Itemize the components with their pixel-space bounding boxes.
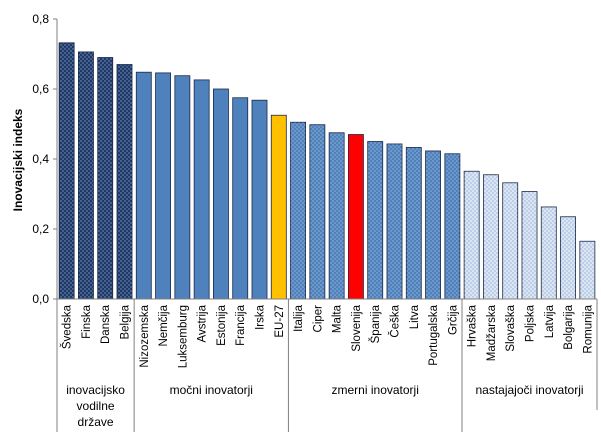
bar-luksemburg <box>174 75 191 300</box>
bar-romunija <box>579 240 596 300</box>
bar-latvija <box>540 206 557 300</box>
x-tick-label: Nemčija <box>158 304 170 346</box>
x-tick-label: Finska <box>81 304 93 338</box>
y-tick-label: 0,8 <box>32 12 49 26</box>
bar-eu-27 <box>270 114 287 300</box>
y-axis-label: Inovacijski indeks <box>11 108 25 211</box>
axes <box>56 19 597 300</box>
bar-finska <box>78 51 94 300</box>
x-tick-label: Slovaška <box>505 304 517 351</box>
bar-španija <box>367 141 384 300</box>
group-label: močni inovatorji <box>170 383 253 397</box>
x-tick-label: Bolgarija <box>563 304 575 349</box>
x-tick-label: Nizozemska <box>139 304 151 367</box>
x-tick-label: Francija <box>235 304 247 346</box>
x-tick-label: Belgija <box>120 304 132 339</box>
bar-italija <box>290 121 306 300</box>
x-tick-label: Luksemburg <box>177 305 189 368</box>
x-tick-label: Švedska <box>61 304 74 349</box>
bar-francija <box>232 97 249 300</box>
bar-madžarska <box>483 174 499 300</box>
bar-irska <box>251 99 268 300</box>
bar-grčija <box>444 153 461 300</box>
y-axis: 0,0 0,2 0,4 0,6 0,8 <box>32 12 57 306</box>
group-labels: inovacijsko vodilne države močni inovatorji… <box>56 299 598 432</box>
x-tick-label: Portugalska <box>428 304 440 365</box>
bar-poljska <box>521 191 538 300</box>
x-tick-label: Avstrija <box>197 304 209 342</box>
bar-slovenija <box>348 134 364 300</box>
x-tick-label: Latvija <box>544 304 556 338</box>
group-label: vodilne <box>77 399 115 413</box>
group-label: nastajajoči inovatorji <box>475 383 583 397</box>
bar-belgija <box>116 64 133 300</box>
x-axis-labels: Švedska Finska Danska Belgija Nizozemska Nemč… <box>61 304 595 368</box>
bar-švedska <box>58 42 75 300</box>
x-tick-label: Danska <box>100 304 112 344</box>
bar-ciper <box>309 124 326 300</box>
bar-danska <box>97 57 114 300</box>
x-tick-label: Madžarska <box>486 304 498 361</box>
bar-slovaška <box>502 182 519 300</box>
x-tick-label: Slovenija <box>351 304 363 351</box>
y-tick-label: 0,0 <box>32 292 49 306</box>
bar-estonija <box>213 88 229 300</box>
bar-avstrija <box>193 79 210 300</box>
x-tick-label: EU-27 <box>274 305 286 338</box>
x-tick-label: Ciper <box>312 305 324 333</box>
group-label: države <box>78 415 114 429</box>
x-tick-label: Španija <box>369 304 382 343</box>
x-tick-label: Poljska <box>525 304 537 342</box>
group-label: inovacijsko <box>66 383 125 397</box>
bar-malta <box>328 132 345 300</box>
y-tick-label: 0,2 <box>32 222 49 236</box>
y-tick-label: 0,6 <box>32 82 49 96</box>
x-tick-label: Irska <box>255 304 267 330</box>
bar-hrvaška <box>463 170 480 300</box>
x-tick-label: Hrvaška <box>467 304 479 347</box>
group-label: zmerni inovatorji <box>332 383 419 397</box>
bar-češka <box>386 143 403 300</box>
bar-nizozemska <box>135 71 152 300</box>
x-tick-label: Estonija <box>216 304 228 346</box>
bars <box>58 42 596 300</box>
bar-litva <box>405 147 422 300</box>
x-tick-label: Italija <box>293 304 305 331</box>
x-tick-label: Grčija <box>447 304 459 335</box>
bar-portugalska <box>425 150 441 300</box>
x-tick-label: Malta <box>332 304 344 333</box>
bar-nemčija <box>155 72 171 300</box>
x-tick-label: Romunija <box>582 304 594 353</box>
x-tick-label: Češka <box>389 304 402 337</box>
x-tick-label: Litva <box>409 304 421 329</box>
y-tick-label: 0,4 <box>32 152 49 166</box>
bar-bolgarija <box>560 216 576 300</box>
